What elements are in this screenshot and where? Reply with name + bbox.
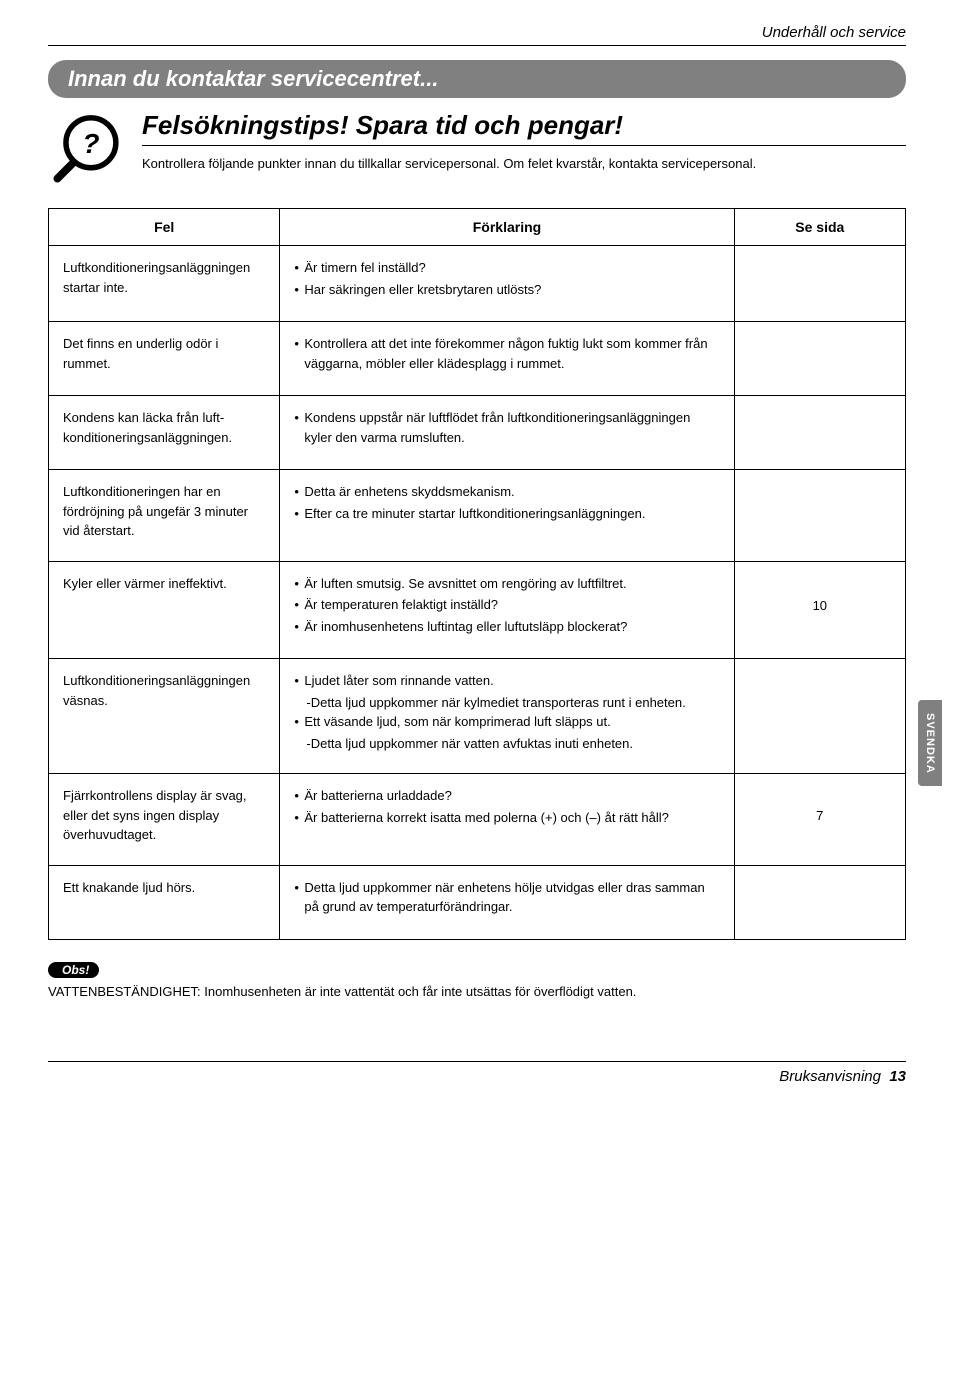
list-item: Kontrollera att det inte förekommer någo…: [294, 334, 719, 373]
cell-sesida: [734, 396, 905, 470]
troubleshooting-table: Fel Förklaring Se sida Luftkonditionerin…: [48, 208, 906, 940]
cell-fel: Luftkonditioneringen har en fördröjning …: [49, 470, 280, 562]
cell-sesida: [734, 470, 905, 562]
top-header: Underhåll och service: [48, 24, 906, 46]
cell-forklaring: Är timern fel inställd?Har säkringen ell…: [280, 246, 734, 322]
language-sidetab: SVENDKA: [918, 700, 942, 786]
list-item: Är inomhusenhetens luftintag eller luftu…: [294, 617, 719, 637]
svg-text:?: ?: [82, 128, 99, 159]
list-subitem: -Detta ljud uppkommer när vatten avfukta…: [294, 734, 719, 754]
list-item: Kondens uppstår när luftflödet från luft…: [294, 408, 719, 447]
banner-title: Innan du kontaktar servicecentret...: [48, 60, 906, 98]
header-forklaring: Förklaring: [280, 209, 734, 246]
table-row: Kondens kan läcka från luft­konditioneri…: [49, 396, 906, 470]
table-row: Luftkonditioneringsanlägg­ningen väsnas.…: [49, 659, 906, 774]
cell-sesida: 10: [734, 561, 905, 659]
cell-forklaring: Kondens uppstår när luftflödet från luft…: [280, 396, 734, 470]
list-item: Detta är enhetens skyddsmekanism.: [294, 482, 719, 502]
sidetab-label: SVENDKA: [924, 713, 936, 774]
list-item: Är timern fel inställd?: [294, 258, 719, 278]
table-row: Kyler eller värmer ineffektivt. Är luften…: [49, 561, 906, 659]
cell-fel: Kondens kan läcka från luft­konditioneri…: [49, 396, 280, 470]
list-item: Är temperaturen felaktigt inställd?: [294, 595, 719, 615]
cell-sesida: [734, 322, 905, 396]
cell-sesida: [734, 865, 905, 939]
header-fel: Fel: [49, 209, 280, 246]
cell-forklaring: Är luften smutsig. Se avsnittet om rengö…: [280, 561, 734, 659]
magnifier-question-icon: ?: [48, 110, 126, 188]
cell-forklaring: Detta är enhetens skyddsmekanism.Efter c…: [280, 470, 734, 562]
footer-label: Bruksanvisning: [779, 1068, 881, 1085]
table-row: Luftkonditioneringsanlägg­ningen startar…: [49, 246, 906, 322]
section-intro: Kontrollera följande punkter innan du ti…: [142, 154, 906, 174]
footer: Bruksanvisning 13: [48, 1061, 906, 1085]
cell-sesida: [734, 659, 905, 774]
cell-fel: Luftkonditioneringsanlägg­ningen startar…: [49, 246, 280, 322]
cell-fel: Luftkonditioneringsanlägg­ningen väsnas.: [49, 659, 280, 774]
list-item: Har säkringen eller kretsbrytaren utlöst…: [294, 280, 719, 300]
table-row: Det finns en underlig odör i rummet. Kont…: [49, 322, 906, 396]
list-item: Är batterierna korrekt isatta med polern…: [294, 808, 719, 828]
cell-forklaring: Detta ljud uppkommer när enhetens hölje …: [280, 865, 734, 939]
list-item: Detta ljud uppkommer när enhetens hölje …: [294, 878, 719, 917]
section-header-row: ? Felsökningstips! Spara tid och pengar!…: [48, 110, 906, 188]
cell-fel: Fjärrkontrollens display är svag, eller …: [49, 774, 280, 866]
list-item: Är batterierna urladdade?: [294, 786, 719, 806]
footer-page: 13: [889, 1068, 906, 1085]
header-sesida: Se sida: [734, 209, 905, 246]
cell-fel: Det finns en underlig odör i rummet.: [49, 322, 280, 396]
cell-forklaring: Är batterierna urladdade?Är batterierna …: [280, 774, 734, 866]
cell-fel: Kyler eller värmer ineffektivt.: [49, 561, 280, 659]
cell-forklaring: Kontrollera att det inte förekommer någo…: [280, 322, 734, 396]
table-row: Luftkonditioneringen har en fördröjning …: [49, 470, 906, 562]
list-item: Efter ca tre minuter startar luftkonditi…: [294, 504, 719, 524]
section-title: Felsökningstips! Spara tid och pengar!: [142, 110, 906, 146]
cell-sesida: [734, 246, 905, 322]
list-item: Ljudet låter som rinnande vatten.: [294, 671, 719, 691]
cell-forklaring: Ljudet låter som rinnande vatten.-Detta …: [280, 659, 734, 774]
table-row: Fjärrkontrollens display är svag, eller …: [49, 774, 906, 866]
cell-sesida: 7: [734, 774, 905, 866]
obs-text: VATTENBESTÄNDIGHET: Inomhusenheten är in…: [48, 982, 906, 1002]
cell-fel: Ett knakande ljud hörs.: [49, 865, 280, 939]
list-subitem: -Detta ljud uppkommer när kylmediet tran…: [294, 693, 719, 713]
list-item: Ett väsande ljud, som när komprimerad lu…: [294, 712, 719, 732]
list-item: Är luften smutsig. Se avsnittet om rengö…: [294, 574, 719, 594]
obs-label: Obs!: [48, 962, 99, 978]
table-row: Ett knakande ljud hörs. Detta ljud uppkom…: [49, 865, 906, 939]
